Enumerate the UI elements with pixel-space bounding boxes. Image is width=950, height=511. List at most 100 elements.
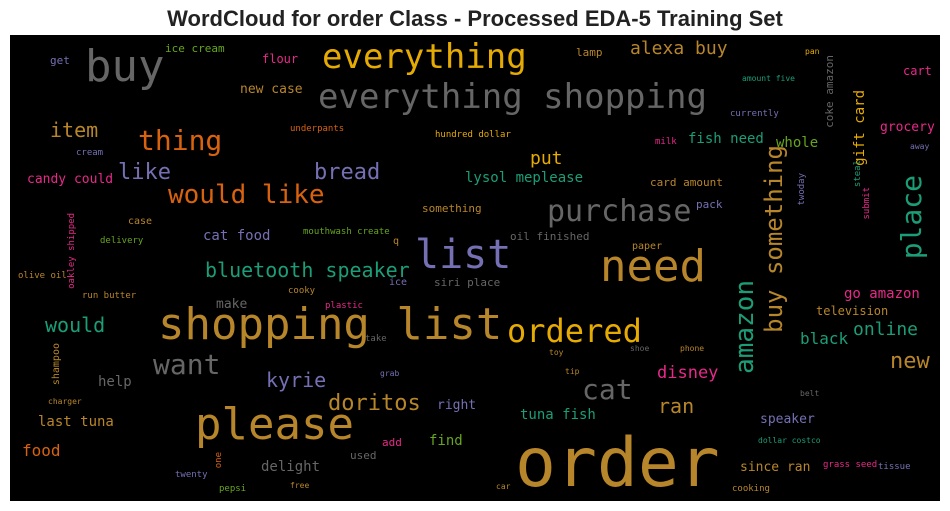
word-submit: submit xyxy=(862,187,872,220)
word-kyrie: kyrie xyxy=(266,368,327,392)
word-mouthwash-create: mouthwash create xyxy=(303,227,390,237)
word-pack: pack xyxy=(696,198,723,211)
word-delivery: delivery xyxy=(100,236,144,246)
word-steal: steal xyxy=(853,160,863,188)
word-speaker: speaker xyxy=(760,412,815,427)
word-one: one xyxy=(214,452,224,469)
word-ordered: ordered xyxy=(507,312,642,350)
word-last-tuna: last tuna xyxy=(38,414,114,430)
word-please: please xyxy=(195,399,354,450)
word-twoday: twoday xyxy=(797,173,807,206)
word-black: black xyxy=(800,329,849,348)
word-delight: delight xyxy=(261,459,321,475)
word-food: food xyxy=(22,441,61,460)
word-go-amazon: go amazon xyxy=(844,286,920,302)
word-disney: disney xyxy=(657,363,719,383)
word-charger: charger xyxy=(48,397,82,406)
word-purchase: purchase xyxy=(547,194,692,229)
word-cloud: order shopping list please need list buy every… xyxy=(10,35,940,501)
word-new-case: new case xyxy=(240,82,303,97)
word-q: q xyxy=(393,236,400,247)
word-grass-seed: grass seed xyxy=(823,460,878,470)
word-like: like xyxy=(118,160,171,185)
word-thing: thing xyxy=(138,124,223,157)
word-shampoo: shampoo xyxy=(51,343,62,386)
word-grocery: grocery xyxy=(880,120,935,135)
word-cooky: cooky xyxy=(288,286,316,296)
word-plastic: plastic xyxy=(325,301,363,311)
word-bread: bread xyxy=(314,160,381,185)
word-run-butter: run butter xyxy=(82,291,137,301)
word-paper: paper xyxy=(632,241,663,252)
word-list: list xyxy=(415,232,512,278)
word-oakley-shipped: oakley shipped xyxy=(67,213,77,289)
word-grab: grab xyxy=(380,369,400,378)
word-toy: toy xyxy=(549,348,564,357)
word-shoe: shoe xyxy=(630,344,650,353)
word-belt: belt xyxy=(800,389,820,398)
word-television: television xyxy=(816,304,889,318)
word-phone: phone xyxy=(680,344,705,353)
word-doritos: doritos xyxy=(328,391,421,416)
word-right: right xyxy=(437,398,477,413)
word-add: add xyxy=(382,436,402,449)
word-lamp: lamp xyxy=(576,46,603,59)
word-candy-could: candy could xyxy=(27,172,114,187)
word-used: used xyxy=(350,449,377,462)
chart-title: WordCloud for order Class - Processed ED… xyxy=(167,6,783,31)
word-cat-food: cat food xyxy=(203,228,271,244)
word-dollar-costco: dollar costco xyxy=(758,436,821,445)
word-would-like: would like xyxy=(168,180,325,210)
word-bluetooth-speaker: bluetooth speaker xyxy=(205,258,410,282)
word-something: something xyxy=(422,202,482,215)
word-car: car xyxy=(496,482,511,491)
word-pan: pan xyxy=(805,47,820,56)
word-everything: everything xyxy=(322,37,527,77)
word-tissue: tissue xyxy=(878,462,911,472)
word-fish-need: fish need xyxy=(688,131,764,147)
word-everything-shopping: everything shopping xyxy=(318,77,707,117)
word-underpants: underpants xyxy=(290,124,345,134)
word-coke-amazon: coke amazon xyxy=(823,55,836,128)
word-online: online xyxy=(853,319,919,340)
word-help: help xyxy=(98,374,132,390)
word-flour: flour xyxy=(262,52,299,66)
word-ice: ice xyxy=(389,277,408,288)
word-amazon: amazon xyxy=(730,280,760,374)
word-hundred-dollar: hundred dollar xyxy=(435,130,511,140)
word-cream: cream xyxy=(76,148,104,158)
word-oil-finished: oil finished xyxy=(510,230,590,243)
word-pepsi: pepsi xyxy=(219,484,247,494)
word-item: item xyxy=(50,118,99,142)
word-need: need xyxy=(600,241,706,292)
word-find: find xyxy=(429,433,463,449)
word-shopping-list: shopping list xyxy=(158,299,503,350)
word-take: take xyxy=(365,334,387,344)
word-milk: milk xyxy=(655,137,677,147)
word-since-ran: since ran xyxy=(740,460,811,475)
word-amount-five: amount five xyxy=(742,74,795,83)
word-want: want xyxy=(153,348,221,381)
word-siri-place: siri place xyxy=(434,276,501,289)
word-twenty: twenty xyxy=(175,470,208,480)
word-cart: cart xyxy=(903,64,932,78)
word-make: make xyxy=(216,297,248,312)
word-ice-cream: ice cream xyxy=(165,42,225,55)
word-case: case xyxy=(128,216,153,227)
word-place: place xyxy=(895,175,928,260)
word-whole: whole xyxy=(776,135,819,151)
word-buy-something: buy something xyxy=(760,145,788,333)
word-cat: cat xyxy=(582,373,633,406)
word-card-amount: card amount xyxy=(650,176,723,189)
word-away: away xyxy=(910,142,930,151)
word-gift-card: gift card xyxy=(852,90,868,166)
word-ran: ran xyxy=(658,394,695,418)
word-currently: currently xyxy=(730,109,779,119)
word-alexa-buy: alexa buy xyxy=(630,38,728,59)
word-get: get xyxy=(50,54,70,67)
word-lysol-meplease: lysol meplease xyxy=(465,170,584,186)
word-cooking: cooking xyxy=(732,484,770,494)
word-buy: buy xyxy=(85,41,165,92)
word-new: new xyxy=(890,349,930,374)
word-olive-oil: olive oil xyxy=(18,271,67,281)
